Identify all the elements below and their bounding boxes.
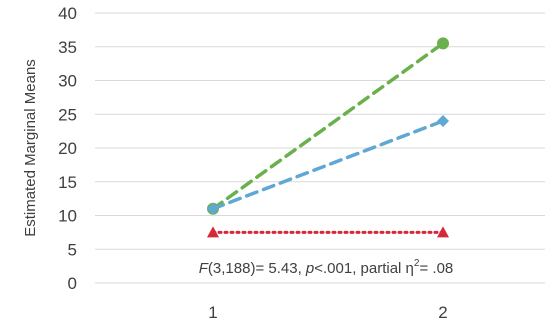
annotation-f: F	[199, 260, 209, 277]
x-tick-label: 2	[438, 303, 447, 322]
y-tick-label: 0	[68, 274, 77, 293]
y-axis-title: Estimated Marginal Means	[22, 59, 39, 237]
data-point	[437, 115, 449, 127]
y-tick-label: 15	[58, 173, 77, 192]
series-layer	[207, 37, 449, 238]
data-point	[207, 202, 219, 215]
annotation-eta-sup: 2	[414, 258, 420, 269]
y-tick-label: 10	[58, 207, 77, 226]
series-line	[211, 119, 445, 211]
y-tick-label: 40	[58, 4, 77, 23]
series-line	[211, 41, 445, 211]
data-point	[437, 37, 449, 50]
y-tick-label: 25	[58, 105, 77, 124]
annotation-p: p	[305, 260, 314, 277]
data-point	[207, 226, 219, 238]
annotation-p-value: <.001, partial η	[314, 260, 414, 277]
annotation-eta-value: = .08	[419, 260, 453, 277]
x-tick-label: 1	[208, 303, 217, 322]
stats-annotation: F(3,188)= 5.43, p<.001, partial η2= .08	[199, 258, 454, 277]
y-tick-label: 35	[58, 38, 77, 57]
data-point	[437, 226, 449, 238]
y-tick-label: 30	[58, 72, 77, 91]
y-axis-ticks: 0 5 10 15 20 25 30 35 40	[58, 4, 77, 293]
y-tick-label: 20	[58, 139, 77, 158]
annotation-f-value: (3,188)= 5.43,	[208, 260, 306, 277]
gridlines	[95, 12, 545, 284]
y-tick-label: 5	[68, 240, 77, 259]
